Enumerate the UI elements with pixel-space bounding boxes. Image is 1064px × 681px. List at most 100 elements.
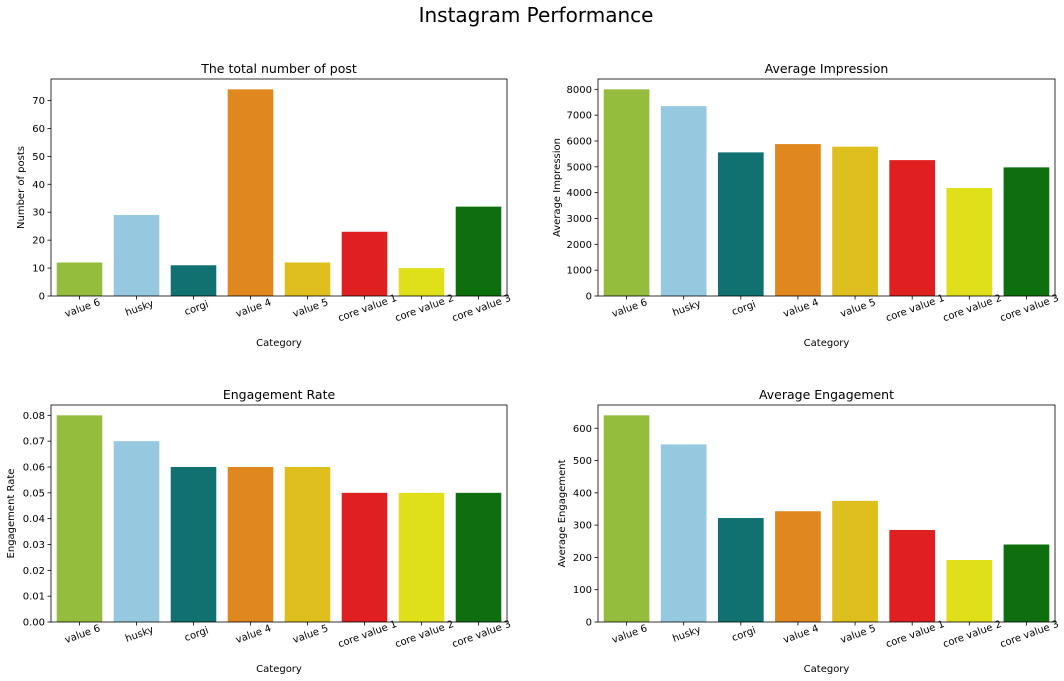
x-tick-label: value 4 xyxy=(234,297,272,320)
y-tick-label: 0.06 xyxy=(23,463,45,474)
bar xyxy=(775,144,821,296)
x-tick-label: core value 3 xyxy=(999,619,1061,650)
bar xyxy=(284,262,331,296)
y-axis-label: Number of posts xyxy=(16,146,27,229)
x-tick-label: value 5 xyxy=(839,297,877,320)
bar xyxy=(603,89,650,296)
bar xyxy=(1003,544,1050,622)
y-tick-label: 0 xyxy=(586,292,592,303)
figure-title: Instagram Performance xyxy=(419,3,654,27)
x-tick-label: value 5 xyxy=(291,623,329,646)
y-tick-label: 6000 xyxy=(567,137,592,148)
x-tick-label: corgi xyxy=(730,625,757,644)
chart-title: Engagement Rate xyxy=(223,387,336,402)
bar xyxy=(832,146,878,296)
bar xyxy=(946,188,993,296)
x-axis-label: Category xyxy=(256,664,302,675)
x-tick-label: value 6 xyxy=(611,623,649,646)
plot-frame xyxy=(597,78,1056,297)
x-tick-label: value 4 xyxy=(782,297,820,320)
bar xyxy=(341,492,388,622)
y-tick-label: 0.02 xyxy=(23,566,45,577)
x-tick-label: core value 1 xyxy=(337,619,399,650)
y-axis-label: Average Engagement xyxy=(557,459,568,567)
bar xyxy=(113,441,160,622)
x-tick-label: husky xyxy=(671,298,702,318)
y-tick-label: 0.05 xyxy=(23,488,45,499)
x-tick-label: core value 1 xyxy=(884,619,946,650)
chart-panel: 0 1000 2000 3000 4000 5000 6000 7000 8000 value 6… xyxy=(552,61,1060,349)
bar xyxy=(455,206,502,296)
y-tick-label: 1000 xyxy=(567,266,592,277)
y-tick-label: 100 xyxy=(573,585,592,596)
bar xyxy=(889,529,936,622)
x-tick-label: core value 2 xyxy=(394,619,456,650)
x-tick-label: value 5 xyxy=(291,297,329,320)
bar xyxy=(717,518,764,622)
chart-panel: 0.00 0.01 0.02 0.03 0.04 0.05 0.06 0.07 0.08 valu… xyxy=(6,387,513,675)
x-tick-label: corgi xyxy=(183,299,210,318)
bar xyxy=(341,231,388,296)
y-tick-label: 0.00 xyxy=(23,618,45,629)
plot-frame xyxy=(597,404,1056,623)
bar xyxy=(398,492,445,622)
y-tick-label: 300 xyxy=(573,521,592,532)
bar xyxy=(889,160,936,296)
x-tick-label: husky xyxy=(124,298,155,318)
bar xyxy=(603,415,650,622)
y-tick-label: 200 xyxy=(573,553,592,564)
bar xyxy=(398,268,445,296)
x-tick-label: corgi xyxy=(730,299,757,318)
y-tick-label: 10 xyxy=(32,264,45,275)
y-tick-label: 7000 xyxy=(567,111,592,122)
y-axis-label: Engagement Rate xyxy=(6,469,17,559)
y-tick-label: 0.03 xyxy=(23,540,45,551)
plot-frame xyxy=(50,78,508,297)
y-tick-label: 8000 xyxy=(567,85,592,96)
chart-panel: 0 10 20 30 40 50 60 70 value 6 husky corgi value 4 v… xyxy=(16,61,513,349)
bar xyxy=(660,106,707,296)
y-tick-label: 5000 xyxy=(567,162,592,173)
x-tick-label: value 6 xyxy=(63,623,101,646)
y-tick-label: 0.04 xyxy=(23,514,45,525)
x-tick-label: core value 2 xyxy=(394,293,456,324)
y-tick-label: 3000 xyxy=(567,214,592,225)
bar xyxy=(455,492,502,622)
chart-title: The total number of post xyxy=(200,61,357,76)
bar xyxy=(946,560,993,622)
bar xyxy=(284,467,331,622)
x-tick-label: value 6 xyxy=(63,297,101,320)
chart-title: Average Impression xyxy=(765,61,889,76)
x-tick-label: husky xyxy=(124,624,155,644)
bar xyxy=(170,467,217,622)
y-tick-label: 500 xyxy=(573,456,592,467)
bar xyxy=(660,444,707,622)
y-tick-label: 0 xyxy=(586,618,592,629)
x-tick-label: husky xyxy=(671,624,702,644)
bar xyxy=(227,89,274,296)
x-tick-label: core value 3 xyxy=(999,293,1061,324)
y-tick-label: 60 xyxy=(32,124,45,135)
y-axis-label: Average Impression xyxy=(552,138,563,237)
y-tick-label: 20 xyxy=(32,236,45,247)
bar xyxy=(170,265,217,296)
x-tick-label: core value 2 xyxy=(942,293,1004,324)
x-axis-label: Category xyxy=(804,664,850,675)
bar xyxy=(1003,167,1050,296)
x-tick-label: value 6 xyxy=(611,297,649,320)
x-tick-label: core value 2 xyxy=(942,619,1004,650)
y-tick-label: 50 xyxy=(32,152,45,163)
x-tick-label: core value 1 xyxy=(337,293,399,324)
x-tick-label: core value 3 xyxy=(451,293,513,324)
y-tick-label: 0.07 xyxy=(23,437,45,448)
chart-title: Average Engagement xyxy=(759,387,894,402)
bar xyxy=(56,262,103,296)
y-tick-label: 30 xyxy=(32,208,45,219)
y-tick-label: 400 xyxy=(573,488,592,499)
x-tick-label: value 5 xyxy=(839,623,877,646)
chart-panel: 0 100 200 300 400 500 600 value 6 husky corgi valu… xyxy=(557,387,1060,675)
bar xyxy=(775,511,821,622)
bar xyxy=(113,215,160,296)
y-tick-label: 0.08 xyxy=(23,411,45,422)
